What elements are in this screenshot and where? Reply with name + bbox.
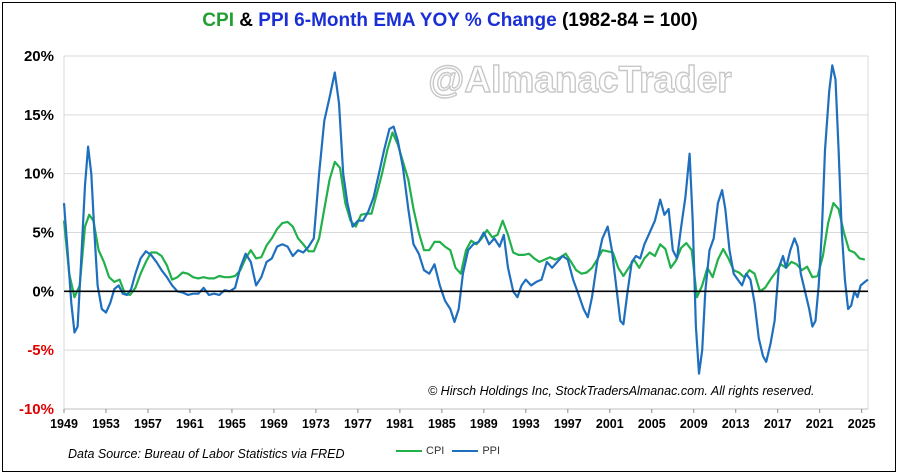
x-tick-label: 1965 bbox=[218, 417, 246, 431]
gridlines bbox=[63, 55, 869, 410]
legend: CPI PPI bbox=[396, 445, 500, 457]
y-tick-label: 20% bbox=[24, 48, 54, 65]
y-axis-ticks: 20% 15% 10% 5% 0% -5% -10% bbox=[19, 48, 54, 418]
x-tick-label: 2017 bbox=[764, 417, 792, 431]
title-ppi: PPI 6-Month EMA YOY % Change bbox=[258, 10, 557, 31]
x-tick-label: 1985 bbox=[428, 417, 456, 431]
x-tick-label: 1989 bbox=[470, 417, 498, 431]
data-source: Data Source: Bureau of Labor Statistics … bbox=[68, 447, 345, 461]
series-line-ppi bbox=[62, 64, 869, 375]
x-tick-label: 2001 bbox=[596, 417, 624, 431]
x-tick-label: 1997 bbox=[554, 417, 582, 431]
legend-label-cpi: CPI bbox=[426, 445, 445, 457]
x-tick-label: 2005 bbox=[638, 417, 666, 431]
x-tick-label: 1969 bbox=[260, 417, 288, 431]
x-axis-ticks: 1949 1953 1957 1961 1965 1969 1973 1977 1981 1985… bbox=[50, 409, 876, 431]
x-tick-label: 1981 bbox=[386, 417, 414, 431]
legend-item-ppi: PPI bbox=[452, 445, 500, 457]
x-tick-label: 1961 bbox=[176, 417, 204, 431]
legend-label-ppi: PPI bbox=[482, 445, 501, 457]
x-tick-label: 1957 bbox=[134, 417, 162, 431]
x-tick-label: 2021 bbox=[806, 417, 834, 431]
title-cpi: CPI bbox=[202, 10, 234, 31]
x-tick-label: 1977 bbox=[344, 417, 372, 431]
title-amp: & bbox=[233, 10, 259, 31]
x-tick-label: 2013 bbox=[722, 417, 750, 431]
copyright-notice: © Hirsch Holdings Inc, StockTradersAlman… bbox=[428, 384, 815, 398]
x-tick-label: 2025 bbox=[848, 417, 876, 431]
y-tick-label: 10% bbox=[24, 166, 54, 183]
y-tick-label: 5% bbox=[32, 225, 54, 242]
watermark: @AlmanacTrader bbox=[428, 59, 731, 100]
legend-swatch-ppi bbox=[452, 449, 479, 453]
legend-item-cpi: CPI bbox=[396, 445, 444, 457]
x-tick-label: 1973 bbox=[302, 417, 330, 431]
x-tick-label: 1953 bbox=[92, 417, 120, 431]
x-tick-label: 2009 bbox=[680, 417, 708, 431]
y-tick-label: 15% bbox=[24, 107, 54, 124]
x-tick-label: 1949 bbox=[50, 417, 78, 431]
y-tick-label: -10% bbox=[19, 401, 54, 418]
series-lines bbox=[62, 64, 869, 375]
title-base: (1982-84 = 100) bbox=[556, 10, 698, 31]
x-tick-label: 1993 bbox=[512, 417, 540, 431]
chart-title: CPI & PPI 6-Month EMA YOY % Change (1982… bbox=[0, 10, 900, 32]
series-line-cpi bbox=[62, 131, 866, 299]
y-tick-label: 0% bbox=[32, 283, 54, 300]
legend-swatch-cpi bbox=[396, 449, 422, 453]
y-tick-label: -5% bbox=[27, 342, 54, 359]
